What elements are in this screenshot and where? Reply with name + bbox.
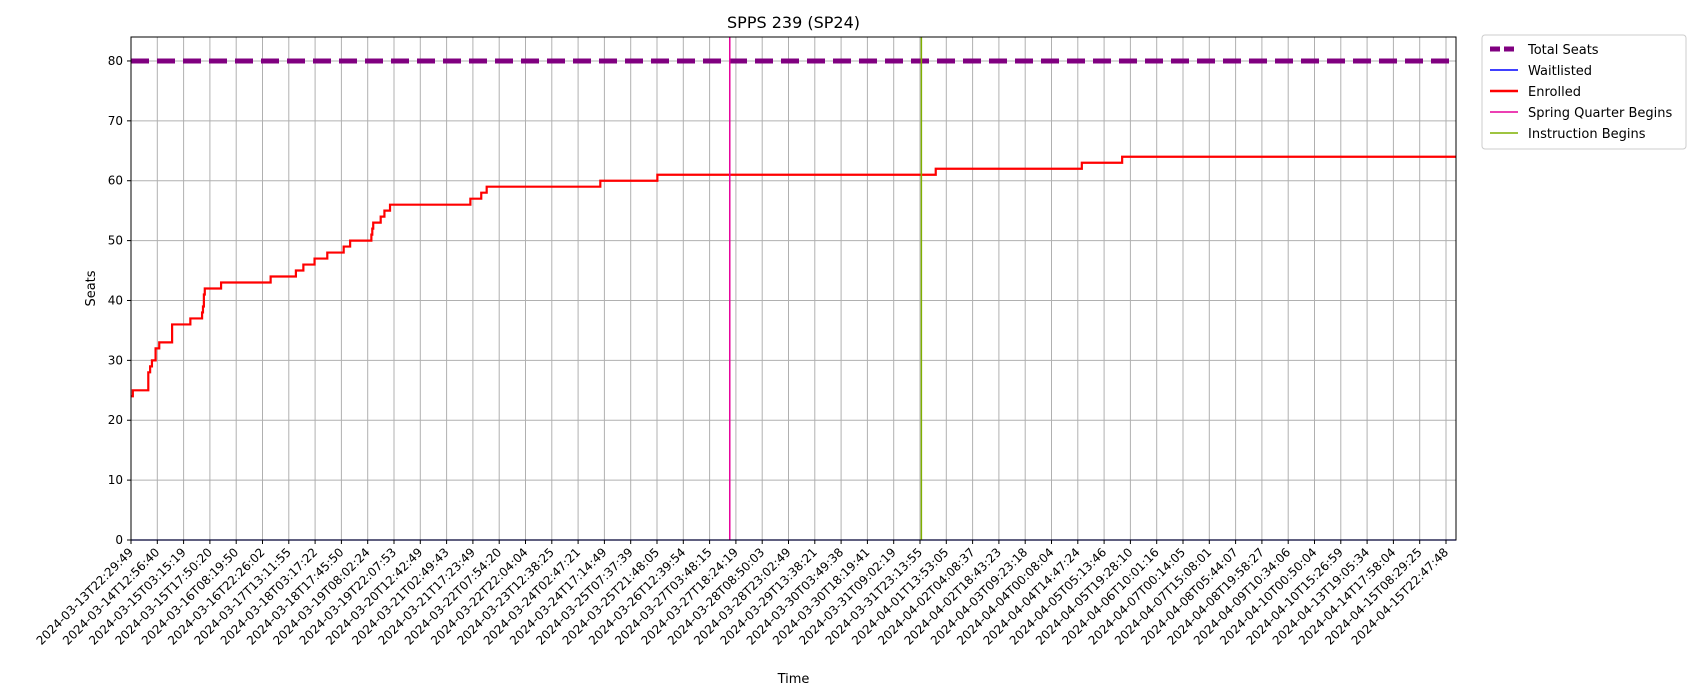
x-axis-label: Time <box>777 672 810 687</box>
y-tick-label: 60 <box>108 174 123 188</box>
legend-label: Spring Quarter Begins <box>1528 106 1672 121</box>
legend-label: Enrolled <box>1528 85 1581 100</box>
legend-box <box>1481 34 1687 150</box>
legend-item: Total Seats <box>1490 43 1599 58</box>
y-tick-label: 20 <box>108 413 123 427</box>
y-tick-label: 80 <box>108 54 123 68</box>
y-tick-label: 40 <box>108 293 123 307</box>
legend: Total Seats Waitlisted Enrolled Spring Quar… <box>1481 34 1687 150</box>
axes: 010203040506070802024-03-13T22:29:492024… <box>34 54 1452 648</box>
legend-item: Spring Quarter Begins <box>1490 106 1672 121</box>
y-tick-label: 10 <box>108 473 123 487</box>
grid <box>130 37 1456 541</box>
legend-label: Instruction Begins <box>1528 127 1646 142</box>
legend-item: Waitlisted <box>1490 64 1592 79</box>
legend-label: Total Seats <box>1527 43 1599 58</box>
chart-title: SPPS 239 (SP24) <box>727 13 860 32</box>
y-tick-label: 70 <box>108 114 123 128</box>
series-layer <box>131 37 1456 541</box>
y-tick-label: 30 <box>108 353 123 367</box>
legend-label: Waitlisted <box>1528 64 1592 79</box>
y-tick-label: 0 <box>115 533 123 547</box>
y-tick-label: 50 <box>108 234 123 248</box>
legend-item: Enrolled <box>1490 85 1581 100</box>
y-axis-label: Seats <box>84 270 99 306</box>
series-enrolled <box>131 155 1456 398</box>
plot-frame <box>130 36 1457 541</box>
legend-item: Instruction Begins <box>1490 127 1646 142</box>
